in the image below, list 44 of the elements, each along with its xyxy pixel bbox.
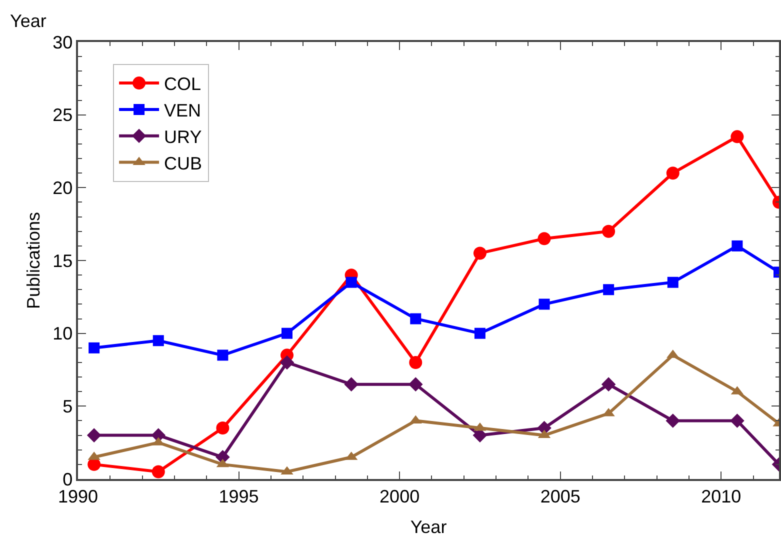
y-tick-label: 30 — [52, 32, 73, 52]
point — [152, 335, 164, 346]
point — [603, 284, 614, 296]
point — [730, 130, 744, 144]
x-axis-title: Year — [410, 516, 447, 537]
text: Year — [10, 11, 46, 31]
point — [88, 342, 100, 354]
y-tick-label: 15 — [52, 250, 73, 271]
point — [344, 377, 358, 392]
point — [408, 377, 423, 392]
point — [410, 313, 422, 324]
legend-label: VEN — [164, 100, 202, 120]
point — [282, 328, 293, 339]
point — [666, 166, 680, 180]
legend-label: URY — [164, 126, 202, 147]
y-tick-label: 25 — [52, 105, 73, 126]
legend-label: COL — [164, 74, 202, 94]
y-tick-label: 20 — [52, 178, 73, 198]
point — [88, 458, 101, 471]
point — [667, 276, 678, 288]
point — [152, 465, 165, 478]
point — [474, 328, 486, 339]
x-tick-label: 2005 — [540, 486, 580, 506]
x-tick-label: 2010 — [701, 486, 742, 506]
y-axis-title: Publications — [23, 212, 44, 310]
x-tick-label: 2000 — [380, 486, 420, 506]
point — [86, 428, 102, 442]
x-tick-label: 1995 — [218, 486, 259, 506]
point — [602, 224, 616, 238]
point — [217, 350, 228, 361]
point — [666, 414, 680, 428]
y-tick-label: 10 — [52, 324, 73, 344]
point — [216, 422, 230, 435]
point — [473, 246, 486, 260]
point — [538, 232, 551, 246]
point — [409, 356, 422, 369]
point — [346, 276, 357, 288]
point — [730, 414, 744, 428]
y-tick-label: 5 — [62, 396, 73, 416]
point — [538, 298, 550, 310]
legend-label: CUB — [164, 153, 202, 174]
point — [732, 240, 743, 252]
point — [280, 355, 294, 370]
point — [601, 377, 616, 392]
